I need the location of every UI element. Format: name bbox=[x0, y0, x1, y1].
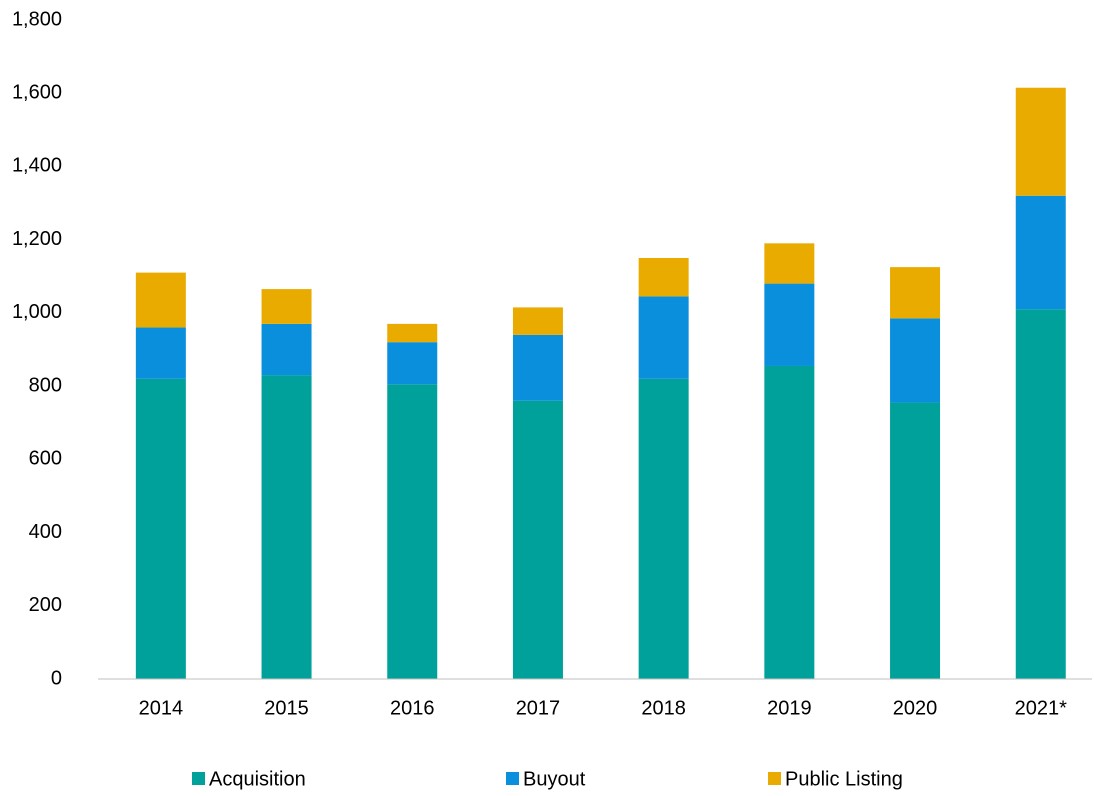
bar-segment bbox=[261, 375, 312, 679]
y-tick-label: 1,600 bbox=[12, 82, 62, 104]
legend-label: Buyout bbox=[523, 768, 586, 790]
bar-segment bbox=[512, 307, 563, 335]
x-tick-label: 2021* bbox=[1015, 697, 1067, 719]
bar-segment bbox=[638, 257, 689, 297]
y-tick-label: 1,000 bbox=[12, 301, 62, 323]
bar-segment bbox=[261, 323, 312, 376]
x-tick-label: 2018 bbox=[641, 697, 686, 719]
y-tick-label: 800 bbox=[29, 374, 62, 396]
legend-label: Acquisition bbox=[209, 768, 306, 790]
bar-segment bbox=[764, 243, 815, 284]
bar-segment bbox=[387, 323, 438, 343]
x-tick-label: 2020 bbox=[893, 697, 938, 719]
y-tick-label: 1,800 bbox=[12, 8, 62, 30]
legend-swatch bbox=[506, 772, 519, 785]
x-tick-label: 2015 bbox=[264, 697, 309, 719]
bar-segment bbox=[1015, 309, 1066, 679]
bar-segment bbox=[512, 334, 563, 401]
legend-label: Public Listing bbox=[785, 768, 903, 790]
bar-segment bbox=[890, 267, 941, 319]
x-tick-label: 2019 bbox=[767, 697, 812, 719]
y-tick-label: 0 bbox=[51, 667, 62, 689]
bar-segment bbox=[387, 342, 438, 385]
y-tick-label: 200 bbox=[29, 594, 62, 616]
bar-segment bbox=[890, 402, 941, 679]
bar-segment bbox=[890, 318, 941, 403]
bar-segment bbox=[387, 384, 438, 679]
bar-segment bbox=[638, 378, 689, 679]
y-tick-label: 1,400 bbox=[12, 155, 62, 177]
bar-segment bbox=[135, 378, 186, 679]
y-tick-label: 600 bbox=[29, 448, 62, 470]
y-tick-label: 1,200 bbox=[12, 228, 62, 250]
x-tick-label: 2014 bbox=[139, 697, 184, 719]
legend-swatch bbox=[192, 772, 205, 785]
bar-segment bbox=[261, 289, 312, 324]
bar-segment bbox=[764, 283, 815, 366]
x-tick-label: 2017 bbox=[516, 697, 561, 719]
bar-segment bbox=[764, 365, 815, 679]
bar-segment bbox=[135, 327, 186, 379]
bar-segment bbox=[638, 296, 689, 379]
bar-segment bbox=[135, 272, 186, 328]
legend-swatch bbox=[768, 772, 781, 785]
x-tick-label: 2016 bbox=[390, 697, 435, 719]
bar-segment bbox=[512, 400, 563, 679]
bar-segment bbox=[1015, 195, 1066, 310]
bar-segment bbox=[1015, 87, 1066, 196]
y-tick-label: 400 bbox=[29, 521, 62, 543]
